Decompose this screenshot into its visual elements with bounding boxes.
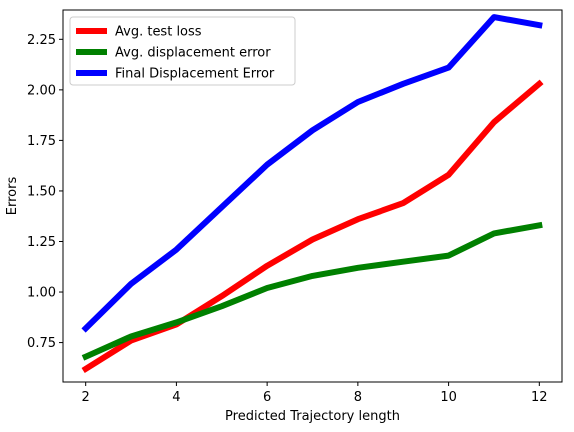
legend: Avg. test loss Avg. displacement error Fin…	[69, 16, 296, 86]
y-tick-label: 1.75	[27, 134, 56, 149]
legend-box	[69, 16, 296, 86]
y-tick-label: 1.50	[27, 184, 56, 199]
x-axis-label: Predicted Trajectory length	[225, 409, 400, 424]
y-axis-label: Errors	[5, 177, 20, 216]
plot-frame	[62, 9, 563, 383]
y-tick-label: 1.25	[27, 235, 56, 250]
y-tick-label: 1.00	[27, 286, 56, 301]
y-axis: 0.75 1.00 1.25 1.50 1.75 2.00 2.25	[27, 33, 63, 351]
legend-label: Avg. test loss	[115, 25, 202, 40]
x-tick-label: 10	[440, 390, 457, 405]
y-tick-label: 2.00	[27, 83, 56, 98]
x-tick-label: 12	[531, 390, 548, 405]
x-tick-label: 8	[354, 390, 362, 405]
x-tick-label: 4	[172, 390, 180, 405]
y-tick-label: 0.75	[27, 336, 56, 351]
x-axis: 2 4 6 8 10 12	[82, 382, 548, 405]
y-tick-label: 2.25	[27, 33, 56, 48]
legend-label: Avg. displacement error	[115, 46, 271, 61]
x-tick-label: 2	[82, 390, 90, 405]
legend-label: Final Displacement Error	[115, 67, 275, 82]
series-line-1	[81, 221, 543, 361]
plot-lines	[81, 14, 544, 374]
series-line-2	[81, 14, 543, 333]
x-tick-label: 6	[263, 390, 271, 405]
